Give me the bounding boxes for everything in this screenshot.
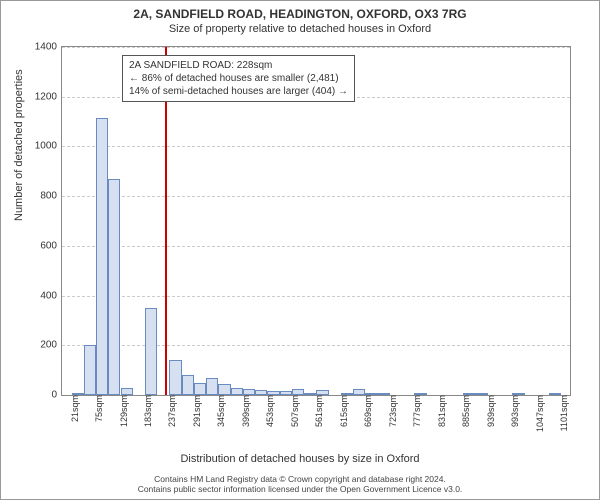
gridline-h (62, 246, 570, 247)
gridline-h (62, 296, 570, 297)
histogram-bar (96, 118, 108, 395)
x-tick-label: 831sqm (435, 395, 447, 427)
y-tick-label: 200 (23, 340, 62, 351)
histogram-bar (243, 389, 255, 395)
x-tick-label: 1047sqm (533, 395, 545, 432)
histogram-bar (353, 389, 365, 395)
histogram-bar (182, 375, 194, 395)
gridline-h (62, 47, 570, 48)
annotation-box: 2A SANDFIELD ROAD: 228sqm ← 86% of detac… (122, 55, 355, 102)
histogram-bar (549, 393, 561, 395)
x-tick-label: 129sqm (117, 395, 129, 427)
histogram-bar (341, 393, 353, 395)
x-tick-label: 723sqm (386, 395, 398, 427)
x-tick-label: 453sqm (263, 395, 275, 427)
y-tick-label: 600 (23, 240, 62, 251)
chart-subtitle: Size of property relative to detached ho… (1, 23, 599, 40)
x-tick-label: 939sqm (484, 395, 496, 427)
y-tick-label: 1400 (23, 42, 62, 53)
chart-area: 020040060080010001200140021sqm75sqm129sq… (61, 46, 571, 396)
annotation-line-1: 2A SANDFIELD ROAD: 228sqm (129, 59, 348, 72)
gridline-h (62, 345, 570, 346)
y-tick-label: 400 (23, 290, 62, 301)
annotation-line-3: 14% of semi-detached houses are larger (… (129, 85, 348, 98)
x-tick-label: 615sqm (337, 395, 349, 427)
chart-container: 2A, SANDFIELD ROAD, HEADINGTON, OXFORD, … (0, 0, 600, 500)
histogram-bar (476, 393, 488, 395)
x-tick-label: 885sqm (459, 395, 471, 427)
x-tick-label: 507sqm (288, 395, 300, 427)
histogram-bar (316, 390, 328, 395)
x-tick-label: 237sqm (165, 395, 177, 427)
y-tick-label: 1000 (23, 141, 62, 152)
histogram-bar (206, 378, 218, 395)
annotation-line-2: ← 86% of detached houses are smaller (2,… (129, 72, 348, 85)
histogram-bar (267, 391, 279, 395)
gridline-h (62, 146, 570, 147)
histogram-bar (84, 345, 96, 395)
footer-line-2: Contains public sector information licen… (1, 484, 599, 495)
y-tick-label: 800 (23, 191, 62, 202)
gridline-h (62, 196, 570, 197)
histogram-bar (414, 393, 426, 395)
histogram-bar (231, 388, 243, 395)
x-axis-label: Distribution of detached houses by size … (1, 453, 599, 465)
histogram-bar (512, 393, 524, 395)
histogram-bar (378, 393, 390, 395)
footer: Contains HM Land Registry data © Crown c… (1, 474, 599, 495)
x-tick-label: 183sqm (141, 395, 153, 427)
histogram-bar (145, 308, 157, 395)
plot-region: 020040060080010001200140021sqm75sqm129sq… (61, 46, 571, 396)
histogram-bar (108, 179, 120, 395)
y-tick-label: 0 (23, 390, 62, 401)
histogram-bar (280, 391, 292, 395)
footer-line-1: Contains HM Land Registry data © Crown c… (1, 474, 599, 485)
x-tick-label: 777sqm (410, 395, 422, 427)
x-tick-label: 399sqm (239, 395, 251, 427)
x-tick-label: 993sqm (508, 395, 520, 427)
histogram-bar (72, 393, 84, 395)
histogram-bar (194, 383, 206, 395)
histogram-bar (218, 384, 230, 395)
x-tick-label: 1101sqm (557, 395, 569, 431)
histogram-bar (292, 389, 304, 395)
x-tick-label: 291sqm (190, 395, 202, 427)
histogram-bar (169, 360, 181, 395)
histogram-bar (463, 393, 475, 395)
x-tick-label: 21sqm (68, 395, 80, 422)
histogram-bar (365, 393, 377, 395)
histogram-bar (121, 388, 133, 395)
x-tick-label: 561sqm (312, 395, 324, 427)
histogram-bar (255, 390, 267, 395)
y-tick-label: 1200 (23, 91, 62, 102)
x-tick-label: 75sqm (92, 395, 104, 422)
x-tick-label: 345sqm (214, 395, 226, 427)
chart-title: 2A, SANDFIELD ROAD, HEADINGTON, OXFORD, … (1, 1, 599, 23)
histogram-bar (304, 393, 316, 395)
x-tick-label: 669sqm (361, 395, 373, 427)
